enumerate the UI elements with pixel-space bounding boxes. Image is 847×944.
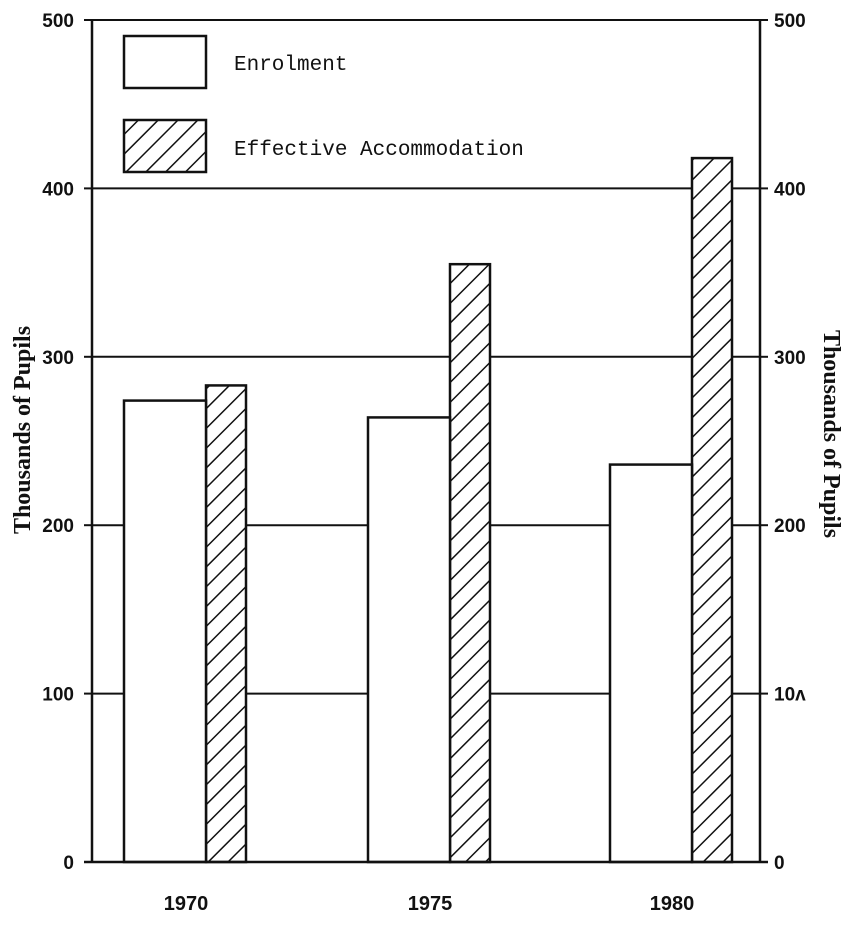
- legend: Enrolment Effective Accommodation: [122, 34, 524, 174]
- y-tick-label: 0: [63, 853, 74, 874]
- legend-label-accommodation: Effective Accommodation: [234, 139, 524, 162]
- tick-labels: 0 0 100 10ʌ 200 200 300 300 400 400 500 500: [42, 11, 806, 874]
- y-tick-label-right: 400: [774, 179, 806, 200]
- bar-enrolment: [608, 463, 694, 864]
- y-axis-title: Thousands of Pupils: [10, 326, 36, 534]
- y-tick-label: 100: [42, 685, 74, 706]
- y-tick-label: 300: [42, 348, 74, 369]
- y-axis-title-right: Thousands of Pupils: [818, 330, 844, 538]
- y-tick-label-right: 200: [774, 516, 806, 537]
- legend-swatch-enrolment: [122, 34, 208, 90]
- y-tick-label: 400: [42, 179, 74, 200]
- x-category-label: 1980: [650, 893, 695, 915]
- y-tick-label-right: 300: [774, 348, 806, 369]
- bar-effective-accommodation: [204, 384, 248, 864]
- y-tick-label-right: 10ʌ: [774, 685, 806, 706]
- bar-enrolment: [366, 416, 452, 864]
- y-tick-label-right: 500: [774, 11, 806, 32]
- y-tick-label-right: 0: [774, 853, 785, 874]
- bar-enrolment: [122, 399, 208, 864]
- bar-effective-accommodation: [448, 262, 492, 864]
- axes: [84, 19, 768, 864]
- x-category-label: 1970: [164, 893, 209, 915]
- y-tick-label: 500: [42, 11, 74, 32]
- y-tick-label: 200: [42, 516, 74, 537]
- bar-effective-accommodation: [690, 156, 734, 864]
- category-labels: 1970 1975 1980: [164, 893, 695, 915]
- legend-label-enrolment: Enrolment: [234, 54, 347, 77]
- x-category-label: 1975: [408, 893, 453, 915]
- legend-swatch-accommodation: [122, 118, 208, 174]
- bars: [122, 156, 734, 864]
